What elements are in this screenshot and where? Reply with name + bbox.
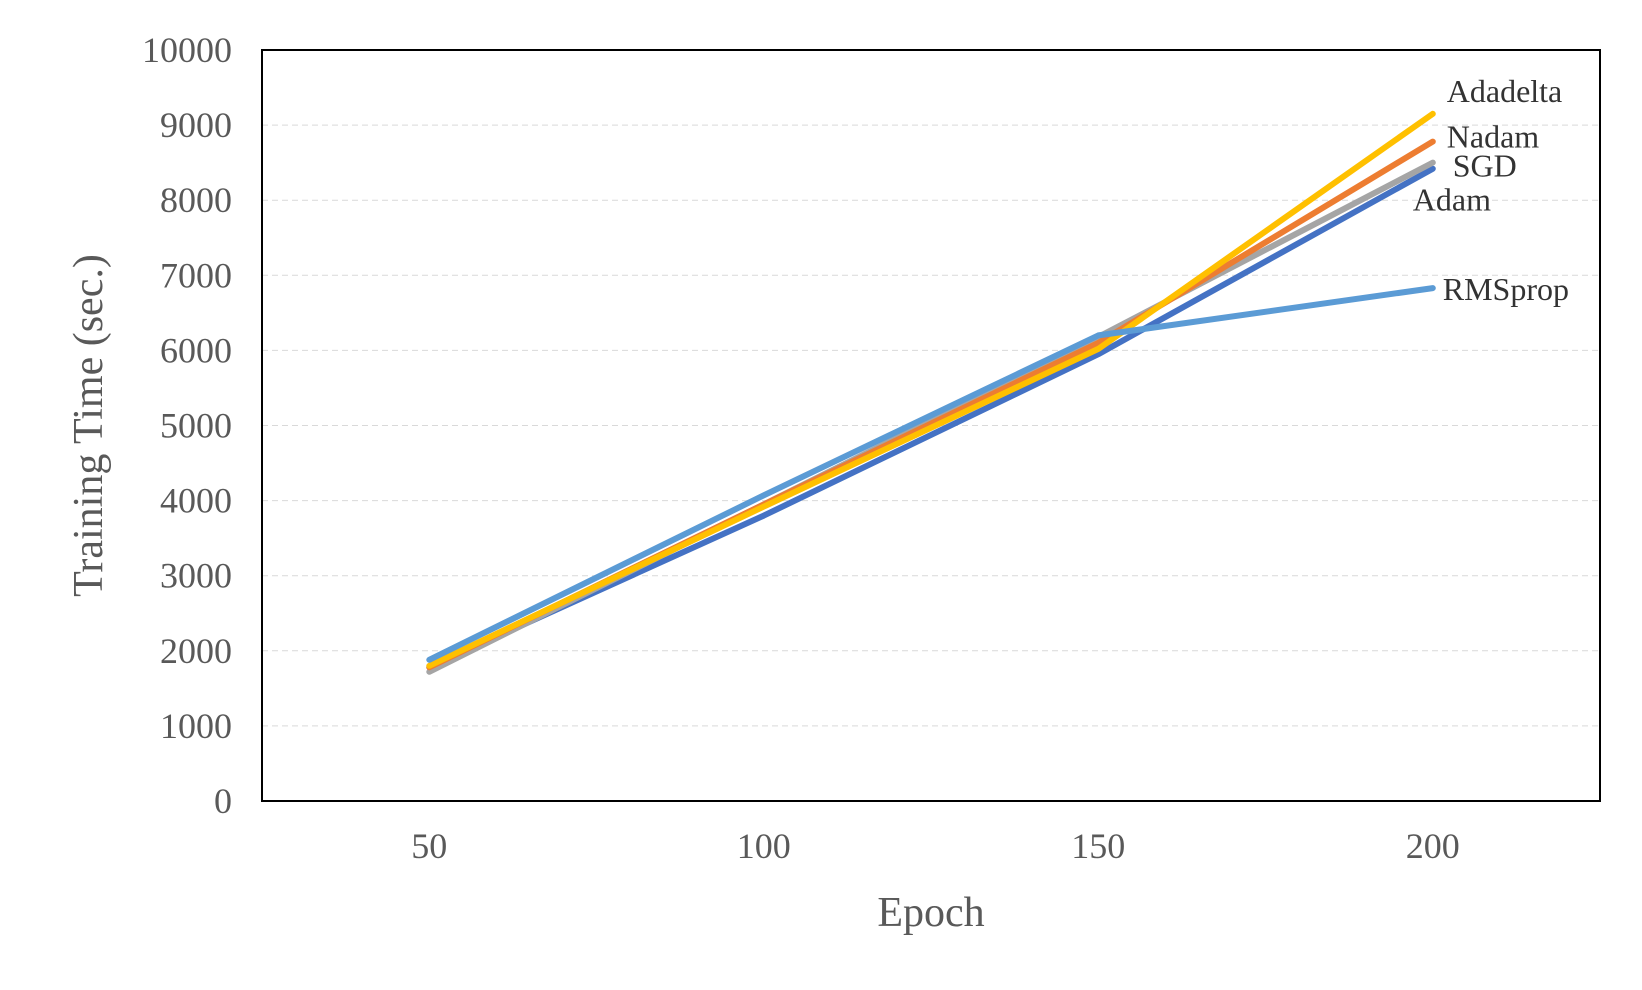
y-axis-ticks: 0 1000 2000 3000 4000 5000 6000 7000 8000 9000 100… (142, 30, 232, 821)
y-tick-label: 1000 (160, 706, 232, 746)
y-tick-label: 2000 (160, 631, 232, 671)
y-tick-label: 10000 (142, 30, 232, 70)
y-tick-label: 6000 (160, 330, 232, 370)
y-tick-label: 9000 (160, 105, 232, 145)
series-label-adadelta: Adadelta (1447, 73, 1563, 109)
y-tick-label: 5000 (160, 406, 232, 446)
y-axis-label: Training Time (sec.) (66, 254, 112, 597)
x-tick-label: 200 (1406, 826, 1460, 866)
y-tick-label: 0 (214, 781, 232, 821)
series-line-rmsprop (426, 285, 1436, 663)
series-label-adam: Adam (1413, 182, 1491, 218)
plot-frame (261, 49, 1601, 802)
series-label-nadam: Nadam (1447, 119, 1540, 155)
x-tick-label: 100 (737, 826, 791, 866)
y-tick-label: 8000 (160, 180, 232, 220)
y-tick-label: 4000 (160, 481, 232, 521)
y-tick-label: 3000 (160, 556, 232, 596)
x-axis-ticks: 50 100 150 200 (411, 826, 1460, 866)
x-tick-label: 150 (1071, 826, 1125, 866)
series-label-sgd: SGD (1453, 148, 1517, 184)
x-tick-label: 50 (411, 826, 447, 866)
series-lines (426, 110, 1436, 675)
series-label-rmsprop: RMSprop (1443, 271, 1569, 307)
y-tick-label: 7000 (160, 255, 232, 295)
x-axis-label: Epoch (877, 890, 984, 936)
series-line-adadelta (426, 110, 1436, 669)
